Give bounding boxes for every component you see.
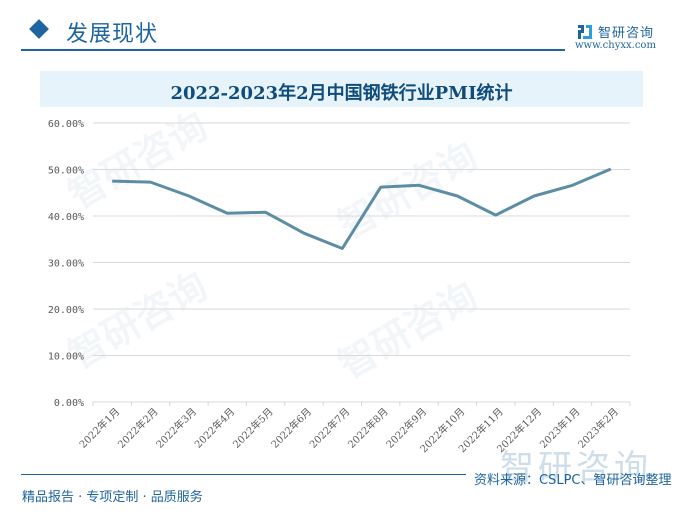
brand-name: 智研咨询 <box>598 26 655 41</box>
data-source: 资料来源：CSLPC、智研咨询整理 <box>474 473 672 488</box>
brand: 智研咨询 <box>578 22 654 41</box>
x-tick-label: 2022年3月 <box>153 405 199 451</box>
chart-title-bar: 2022-2023年2月中国钢铁行业PMI统计 <box>40 71 643 107</box>
footer-tagline: 精品报告 · 专项定制 · 品质服务 <box>22 490 203 505</box>
footer-divider <box>21 474 466 475</box>
y-tick-label: 10.00% <box>48 352 84 363</box>
x-tick-label: 2022年6月 <box>268 405 314 451</box>
x-tick-label: 2022年1月 <box>76 405 122 451</box>
series-line <box>112 167 612 250</box>
y-tick-label: 20.00% <box>48 305 84 316</box>
footer-watermark: 智研咨询 <box>500 448 652 488</box>
chart-title: 2022-2023年2月中国钢铁行业PMI统计 <box>170 83 513 104</box>
x-tick-label: 2022年7月 <box>307 405 353 451</box>
y-tick-label: 50.00% <box>48 166 84 177</box>
y-tick-label: 40.00% <box>48 212 84 223</box>
brand-url: www.chyxx.com <box>575 40 656 51</box>
x-tick-label: 2022年8月 <box>345 405 391 451</box>
section-title: 发展现状 <box>66 22 159 47</box>
y-tick-label: 60.00% <box>48 119 84 130</box>
x-tick-label: 2022年4月 <box>192 405 238 451</box>
x-tick-label: 2022年5月 <box>230 405 276 451</box>
x-tick-label: 2022年2月 <box>115 405 161 451</box>
header-divider <box>21 49 565 51</box>
y-tick-label: 30.00% <box>48 259 84 270</box>
y-tick-label: 0.00% <box>54 398 84 409</box>
brand-logo-icon <box>578 24 592 39</box>
